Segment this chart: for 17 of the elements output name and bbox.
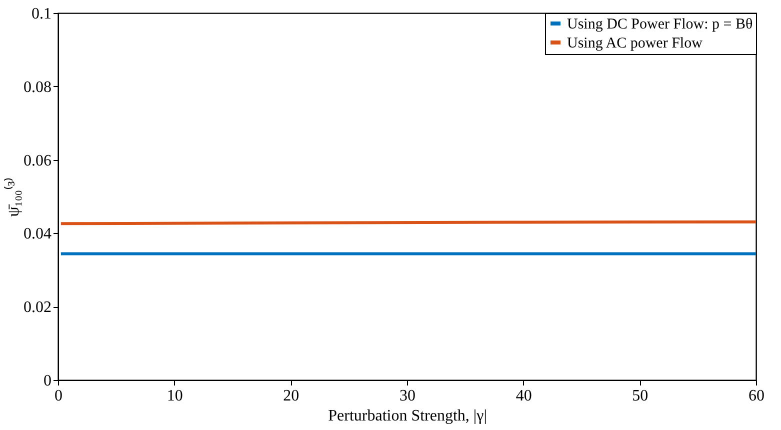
y-axis-title: ψ̄₁₀₀⁽³⁾ bbox=[4, 177, 22, 217]
y-tick-label: 0.08 bbox=[24, 78, 52, 96]
x-tick-label: 40 bbox=[516, 388, 532, 404]
y-tick-label: 0.02 bbox=[24, 299, 52, 316]
x-tick-label: 20 bbox=[283, 388, 300, 404]
legend-label: Using AC power Flow bbox=[567, 36, 703, 52]
x-tick-label: 10 bbox=[166, 388, 183, 404]
y-tick-label: 0 bbox=[44, 372, 52, 390]
x-tick-label: 50 bbox=[632, 388, 648, 404]
x-tick-label: 60 bbox=[748, 388, 764, 404]
x-tick-label: 30 bbox=[400, 388, 416, 404]
y-tick-label: 0.06 bbox=[24, 152, 52, 170]
x-tick-label: 0 bbox=[54, 388, 62, 404]
y-tick-label: 0.04 bbox=[24, 226, 52, 243]
x-axis-title: Perturbation Strength, |γ| bbox=[328, 408, 487, 424]
legend-label: Using DC Power Flow: p = Bθ bbox=[567, 16, 753, 32]
y-tick-label: 0.1 bbox=[32, 6, 52, 22]
